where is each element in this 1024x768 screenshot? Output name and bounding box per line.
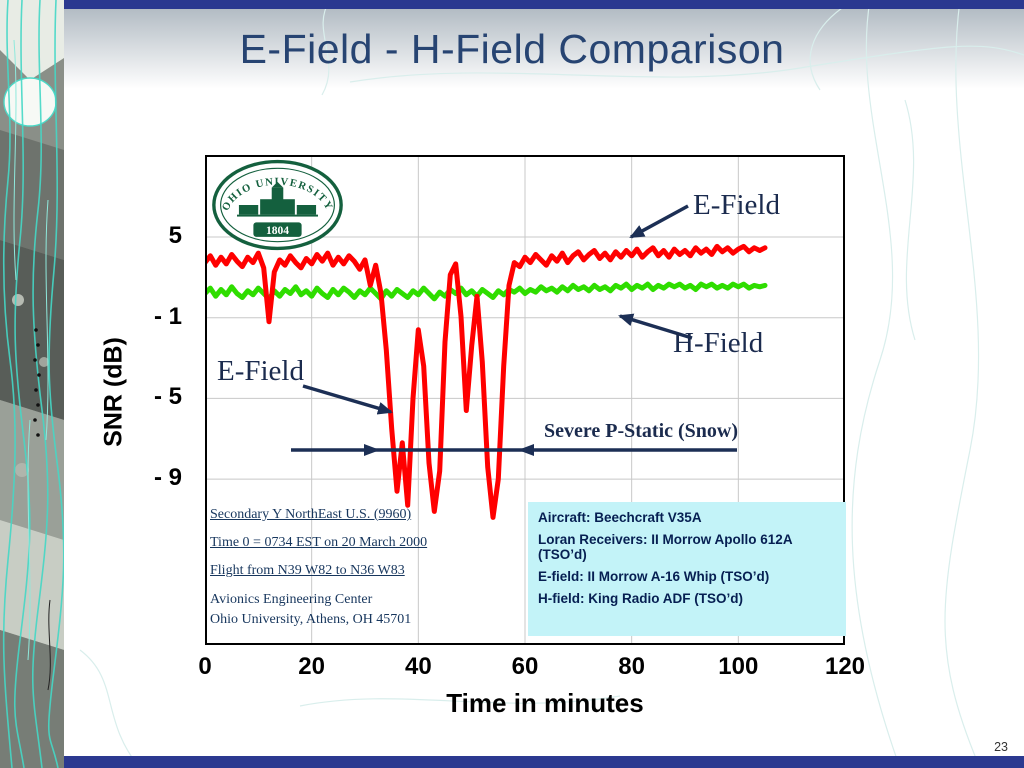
note-line: Flight from N39 W82 to N36 W83: [210, 563, 405, 578]
flight-notes: Secondary Y NorthEast U.S. (9960) Time 0…: [210, 506, 427, 630]
note-line: Avionics Engineering Center: [210, 592, 373, 607]
x-axis-title: Time in minutes: [446, 688, 644, 718]
x-tick-label: 100: [718, 653, 759, 680]
logo-year-text: 1804: [266, 224, 289, 237]
topographic-map-graphic: [0, 0, 65, 768]
note-line: Secondary Y NorthEast U.S. (9960): [210, 507, 412, 522]
equipment-line: E-field: II Morrow A-16 Whip (TSO’d): [538, 569, 770, 584]
equipment-line: H-field: King Radio ADF (TSO’d): [538, 591, 743, 606]
y-tick-label: - 1: [153, 302, 182, 330]
map-strip-image: [0, 0, 65, 768]
x-tick-label: 80: [618, 653, 645, 680]
p-static-label: Severe P-Static (Snow): [544, 420, 739, 442]
x-tick-label: 40: [404, 653, 432, 680]
y-tick-label: 5: [168, 222, 182, 249]
ohio-university-logo: OHIO UNIVERSITY 1804: [210, 158, 345, 257]
h-field-label: H-Field: [673, 327, 764, 359]
e-field-label-left: E-Field: [217, 355, 304, 387]
university-seal-graphic: OHIO UNIVERSITY 1804: [212, 159, 343, 251]
x-tick-label: 60: [511, 653, 539, 680]
y-tick-label: - 9: [153, 464, 182, 492]
page-title: E-Field - H-Field Comparison: [239, 26, 785, 72]
x-tick-label: 0: [198, 653, 212, 680]
series-e-field: [202, 243, 768, 520]
page-number: 23: [994, 740, 1008, 754]
series-h-field: [202, 281, 768, 302]
note-line: Time 0 = 0734 EST on 20 March 2000: [210, 535, 428, 550]
note-line: Ohio University, Athens, OH 45701: [210, 612, 412, 627]
x-tick-label: 20: [298, 653, 325, 680]
logo-building-graphic: [237, 181, 318, 217]
bottom-accent-bar: [0, 756, 1024, 768]
e-field-label: E-Field: [693, 189, 780, 221]
equipment-line: Loran Receivers: II Morrow Apollo 612A (…: [538, 532, 793, 562]
y-tick-label: - 5: [153, 383, 182, 411]
top-accent-bar: [0, 0, 1024, 9]
equipment-box: Aircraft: Beechcraft V35A Loran Receiver…: [528, 502, 846, 636]
equipment-line: Aircraft: Beechcraft V35A: [538, 510, 702, 525]
x-tick-label: 120: [824, 653, 866, 680]
